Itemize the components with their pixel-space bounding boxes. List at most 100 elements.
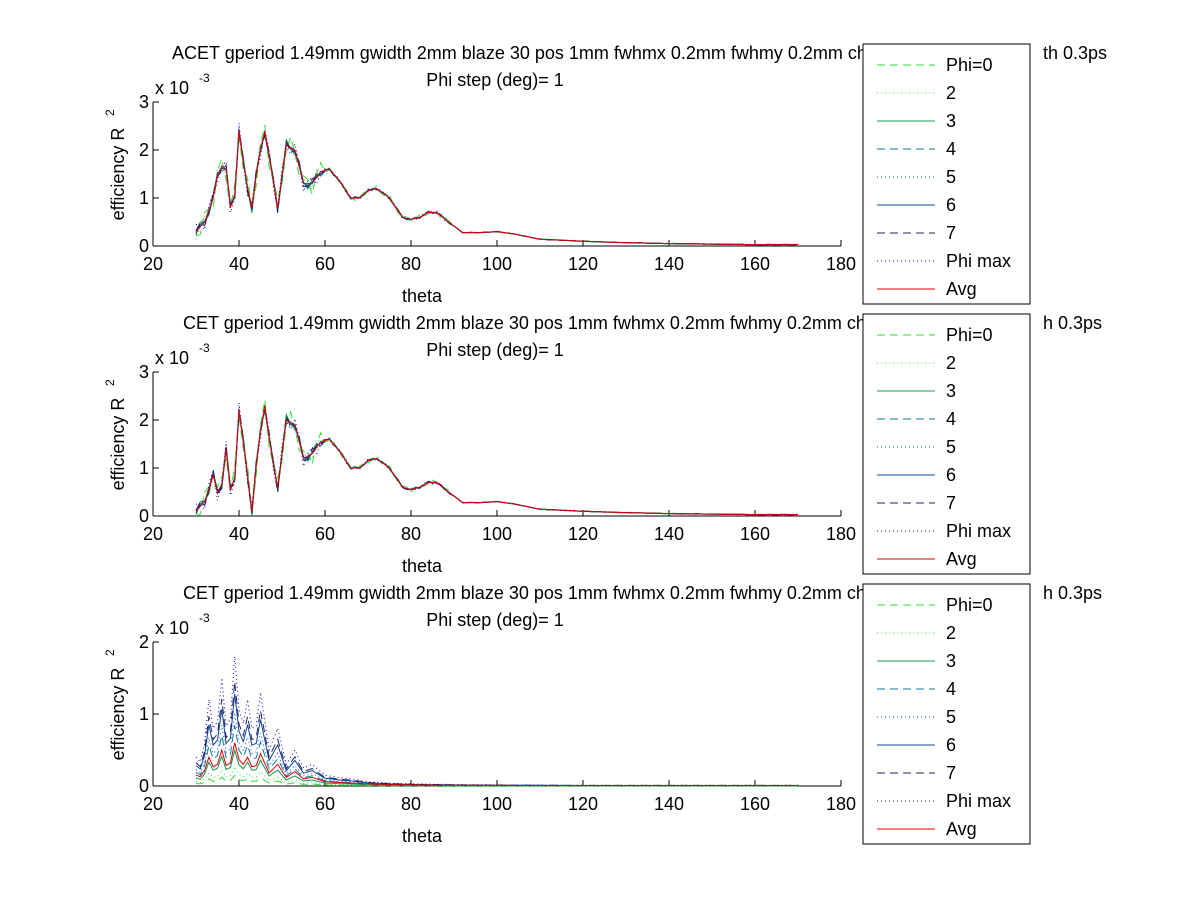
- x-tick-label: 40: [229, 524, 249, 544]
- legend-entry-label: 2: [946, 623, 956, 643]
- chart-title-tail: th 0.3ps: [1043, 43, 1107, 63]
- legend-entry-label: 5: [946, 167, 956, 187]
- x-tick-label: 60: [315, 524, 335, 544]
- legend-entry-label: 5: [946, 437, 956, 457]
- axis-exponent-base: x 10: [155, 618, 189, 638]
- x-tick-label: 120: [568, 254, 598, 274]
- x-tick-label: 140: [654, 254, 684, 274]
- legend-entry-label: 5: [946, 707, 956, 727]
- series-line-8: [195, 123, 799, 246]
- subplot-2: CET gperiod 1.49mm gwidth 2mm blaze 30 p…: [103, 313, 1102, 576]
- x-tick-label: 120: [568, 524, 598, 544]
- x-tick-label: 60: [315, 794, 335, 814]
- legend-entry-label: 7: [946, 223, 956, 243]
- legend-entry-label: 7: [946, 763, 956, 783]
- chart-title-tail: h 0.3ps: [1043, 313, 1102, 333]
- legend-entry-label: 6: [946, 465, 956, 485]
- y-tick-label: 3: [139, 362, 149, 382]
- y-axis-label-group: efficiency R 2: [103, 109, 128, 220]
- x-tick-label: 80: [401, 794, 421, 814]
- y-axis-label: efficiency R: [108, 668, 128, 761]
- y-axis-label-superscript: 2: [103, 649, 117, 656]
- chart-title-tail: h 0.3ps: [1043, 583, 1102, 603]
- legend-entry-label: 2: [946, 83, 956, 103]
- legend-entry-label: Avg: [946, 819, 977, 839]
- y-axis-label-group: efficiency R 2: [103, 649, 128, 760]
- legend-box: [862, 313, 1031, 575]
- y-tick-label: 3: [139, 92, 149, 112]
- y-axis-label-group: efficiency R 2: [103, 379, 128, 490]
- legend-entry-label: 6: [946, 735, 956, 755]
- y-axis-label: efficiency R: [108, 398, 128, 491]
- axis-exponent-base: x 10: [155, 78, 189, 98]
- chart-subtitle: Phi step (deg)= 1: [426, 340, 564, 360]
- chart-title: CET gperiod 1.49mm gwidth 2mm blaze 30 p…: [183, 313, 927, 333]
- chart-title: CET gperiod 1.49mm gwidth 2mm blaze 30 p…: [183, 583, 927, 603]
- x-tick-label: 160: [740, 524, 770, 544]
- y-tick-label: 1: [139, 704, 149, 724]
- x-tick-label: 180: [826, 524, 856, 544]
- chart-subtitle: Phi step (deg)= 1: [426, 70, 564, 90]
- x-tick-label: 20: [143, 794, 163, 814]
- axis-exponent-power: -3: [199, 341, 210, 355]
- legend-box: [862, 43, 1031, 305]
- x-tick-label: 40: [229, 794, 249, 814]
- y-tick-label: 2: [139, 140, 149, 160]
- legend-entry-label: 4: [946, 409, 956, 429]
- legend-entry-label: Avg: [946, 549, 977, 569]
- x-tick-label: 60: [315, 254, 335, 274]
- legend-entry-label: Phi max: [946, 521, 1011, 541]
- legend-entry-label: Phi=0: [946, 595, 993, 615]
- x-axis-label: theta: [402, 556, 443, 576]
- x-tick-label: 20: [143, 254, 163, 274]
- x-tick-label: 40: [229, 254, 249, 274]
- legend-entry-label: Phi=0: [946, 55, 993, 75]
- legend-entry-label: 3: [946, 651, 956, 671]
- legend-entry-label: 3: [946, 381, 956, 401]
- series-line-9: [195, 405, 798, 516]
- series-line-2: [195, 765, 798, 787]
- axis-exponent-power: -3: [199, 611, 210, 625]
- legend-entry-label: 7: [946, 493, 956, 513]
- series-line-9: [195, 130, 798, 246]
- x-tick-label: 140: [654, 524, 684, 544]
- axis-exponent-power: -3: [199, 71, 210, 85]
- legend-entry-label: 4: [946, 679, 956, 699]
- y-tick-label: 1: [139, 458, 149, 478]
- chart-subtitle: Phi step (deg)= 1: [426, 610, 564, 630]
- x-axis-label: theta: [402, 826, 443, 846]
- legend-entry-label: Phi max: [946, 251, 1011, 271]
- x-tick-label: 100: [482, 524, 512, 544]
- legend: Phi=0 2 3 4 5 6 7 Phi max Avg: [862, 313, 1031, 575]
- chart-title: ACET gperiod 1.49mm gwidth 2mm blaze 30 …: [172, 43, 938, 63]
- legend-entry-label: 4: [946, 139, 956, 159]
- y-axis-label: efficiency R: [108, 128, 128, 221]
- legend-entry-label: 3: [946, 111, 956, 131]
- x-tick-label: 160: [740, 794, 770, 814]
- y-tick-label: 0: [139, 506, 149, 526]
- legend-entry-label: 2: [946, 353, 956, 373]
- x-tick-label: 100: [482, 794, 512, 814]
- y-tick-label: 0: [139, 236, 149, 256]
- x-tick-label: 20: [143, 524, 163, 544]
- series-lines: [195, 399, 799, 517]
- series-line-9: [195, 742, 798, 787]
- x-tick-label: 160: [740, 254, 770, 274]
- y-tick-label: 0: [139, 776, 149, 796]
- x-axis-label: theta: [402, 286, 443, 306]
- x-tick-label: 120: [568, 794, 598, 814]
- y-tick-label: 2: [139, 632, 149, 652]
- series-lines: [195, 656, 798, 787]
- y-tick-label: 2: [139, 410, 149, 430]
- axis-exponent-base: x 10: [155, 348, 189, 368]
- x-tick-label: 100: [482, 254, 512, 274]
- legend: Phi=0 2 3 4 5 6 7 Phi max Avg: [862, 43, 1031, 305]
- x-tick-label: 80: [401, 254, 421, 274]
- x-tick-label: 80: [401, 524, 421, 544]
- x-tick-label: 140: [654, 794, 684, 814]
- series-lines: [195, 123, 799, 246]
- y-tick-label: 1: [139, 188, 149, 208]
- x-tick-label: 180: [826, 794, 856, 814]
